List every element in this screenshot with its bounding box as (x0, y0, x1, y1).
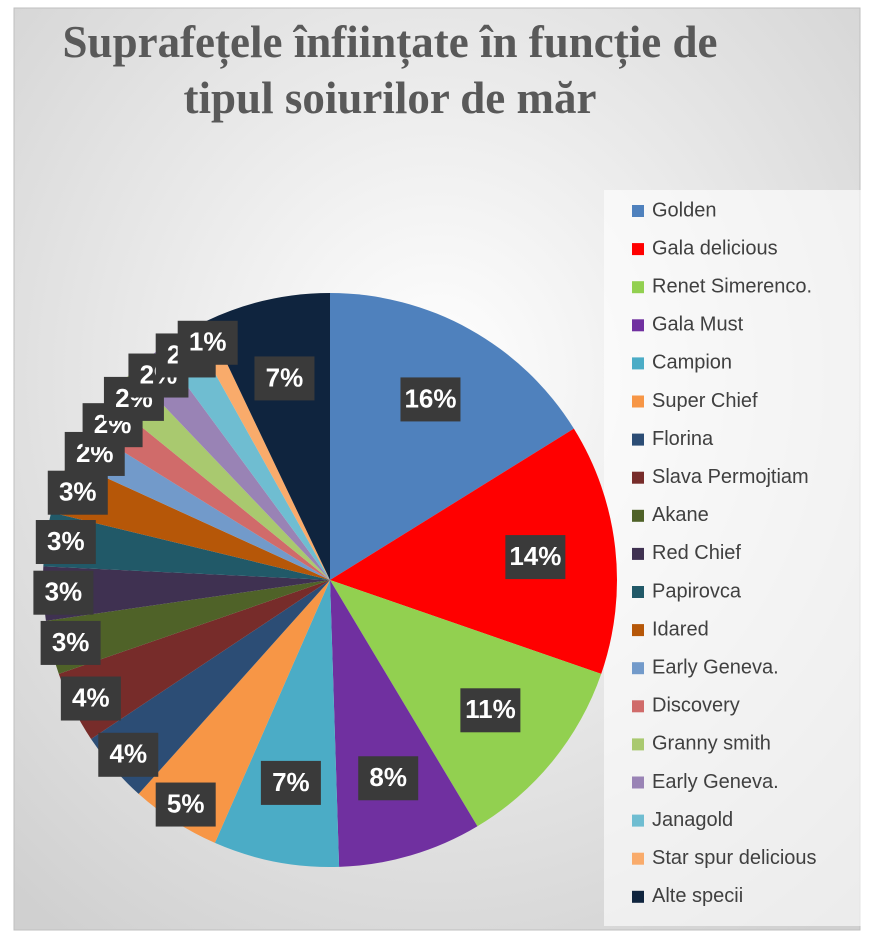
data-label-box (33, 570, 94, 615)
legend-swatch (632, 395, 644, 408)
pie-slice (159, 329, 330, 580)
pie-slice (107, 372, 330, 580)
data-label-box (60, 676, 121, 721)
data-label: 1% (189, 327, 227, 357)
legend-swatch (632, 205, 644, 217)
data-label: 16% (404, 383, 456, 413)
pie-slice (330, 428, 617, 674)
legend-label: Campion (652, 352, 732, 374)
legend-label: Idared (652, 618, 709, 640)
legend-label: Discovery (652, 695, 740, 717)
data-label: 8% (369, 762, 407, 792)
pie-slice (58, 580, 331, 739)
legend-swatch (632, 471, 644, 484)
legend-label: Early Geneva. (652, 656, 779, 678)
legend-swatch (632, 243, 644, 256)
data-label-box (40, 620, 101, 665)
data-label-box (177, 320, 238, 365)
legend-label: Super Chief (652, 390, 758, 412)
chart-title: Suprafețele înființate în funcție de tip… (62, 17, 718, 123)
data-label: 3% (45, 577, 83, 607)
data-label-box (98, 732, 159, 777)
legend-swatch (632, 852, 644, 865)
pie-slice (190, 320, 330, 580)
data-label-box (460, 688, 521, 733)
legend-swatch (632, 281, 644, 294)
legend-swatch (632, 357, 644, 370)
pie-slice (43, 512, 330, 580)
pie-slice (131, 348, 330, 580)
legend-swatch (632, 814, 644, 827)
legend-label: Golden (652, 199, 717, 221)
legend-swatch (632, 890, 644, 903)
data-label-box (400, 377, 461, 422)
pie-slice (330, 293, 574, 580)
data-label-box (358, 756, 419, 801)
legend-label: Star spur delicious (652, 847, 817, 869)
pie-slice (45, 580, 331, 674)
legend-label: Renet Simerenco. (652, 275, 812, 297)
data-label-box (35, 520, 96, 565)
legend-label: Red Chief (652, 542, 741, 564)
pie-slice (42, 566, 330, 621)
data-label: 4% (72, 682, 110, 712)
data-label: 3% (47, 526, 85, 556)
data-label-box (47, 470, 108, 515)
legend-label: Janagold (652, 809, 733, 831)
legend-swatch (632, 547, 644, 560)
data-label-box (254, 356, 315, 401)
legend-swatch (632, 738, 644, 751)
legend-label: Gala delicious (652, 237, 778, 259)
data-label-box (155, 782, 216, 827)
legend-label: Akane (652, 504, 709, 526)
data-label: 3% (59, 477, 97, 507)
legend-swatch (632, 662, 644, 675)
legend-swatch (632, 624, 644, 637)
legend-swatch (632, 509, 644, 522)
data-label-box (260, 760, 321, 805)
legend-swatch (632, 586, 644, 598)
pie-slice (68, 428, 331, 580)
pie-slice (86, 399, 330, 580)
data-label: 5% (167, 788, 205, 818)
legend-label: Slava Permojtiam (652, 466, 809, 488)
legend-box (604, 190, 870, 926)
data-label: 3% (52, 627, 90, 657)
legend-label: Granny smith (652, 733, 771, 755)
legend-swatch (632, 433, 644, 446)
pie-slice (51, 460, 330, 580)
data-label-box (505, 535, 566, 580)
legend-label: Papirovca (652, 580, 742, 602)
data-label: 14% (509, 541, 561, 571)
pie-slice (138, 580, 330, 843)
data-label: 11% (465, 694, 516, 724)
legend-label: Florina (652, 428, 714, 450)
legend-swatch (632, 319, 644, 332)
legend-label: Alte specii (652, 885, 743, 907)
legend-swatch (632, 700, 644, 713)
legend-swatch (632, 776, 644, 789)
data-label: 7% (272, 767, 310, 797)
legend-label: Gala Must (652, 314, 744, 336)
data-label: 4% (109, 739, 147, 769)
data-label: 7% (266, 362, 304, 392)
legend-label: Early Geneva. (652, 771, 779, 793)
